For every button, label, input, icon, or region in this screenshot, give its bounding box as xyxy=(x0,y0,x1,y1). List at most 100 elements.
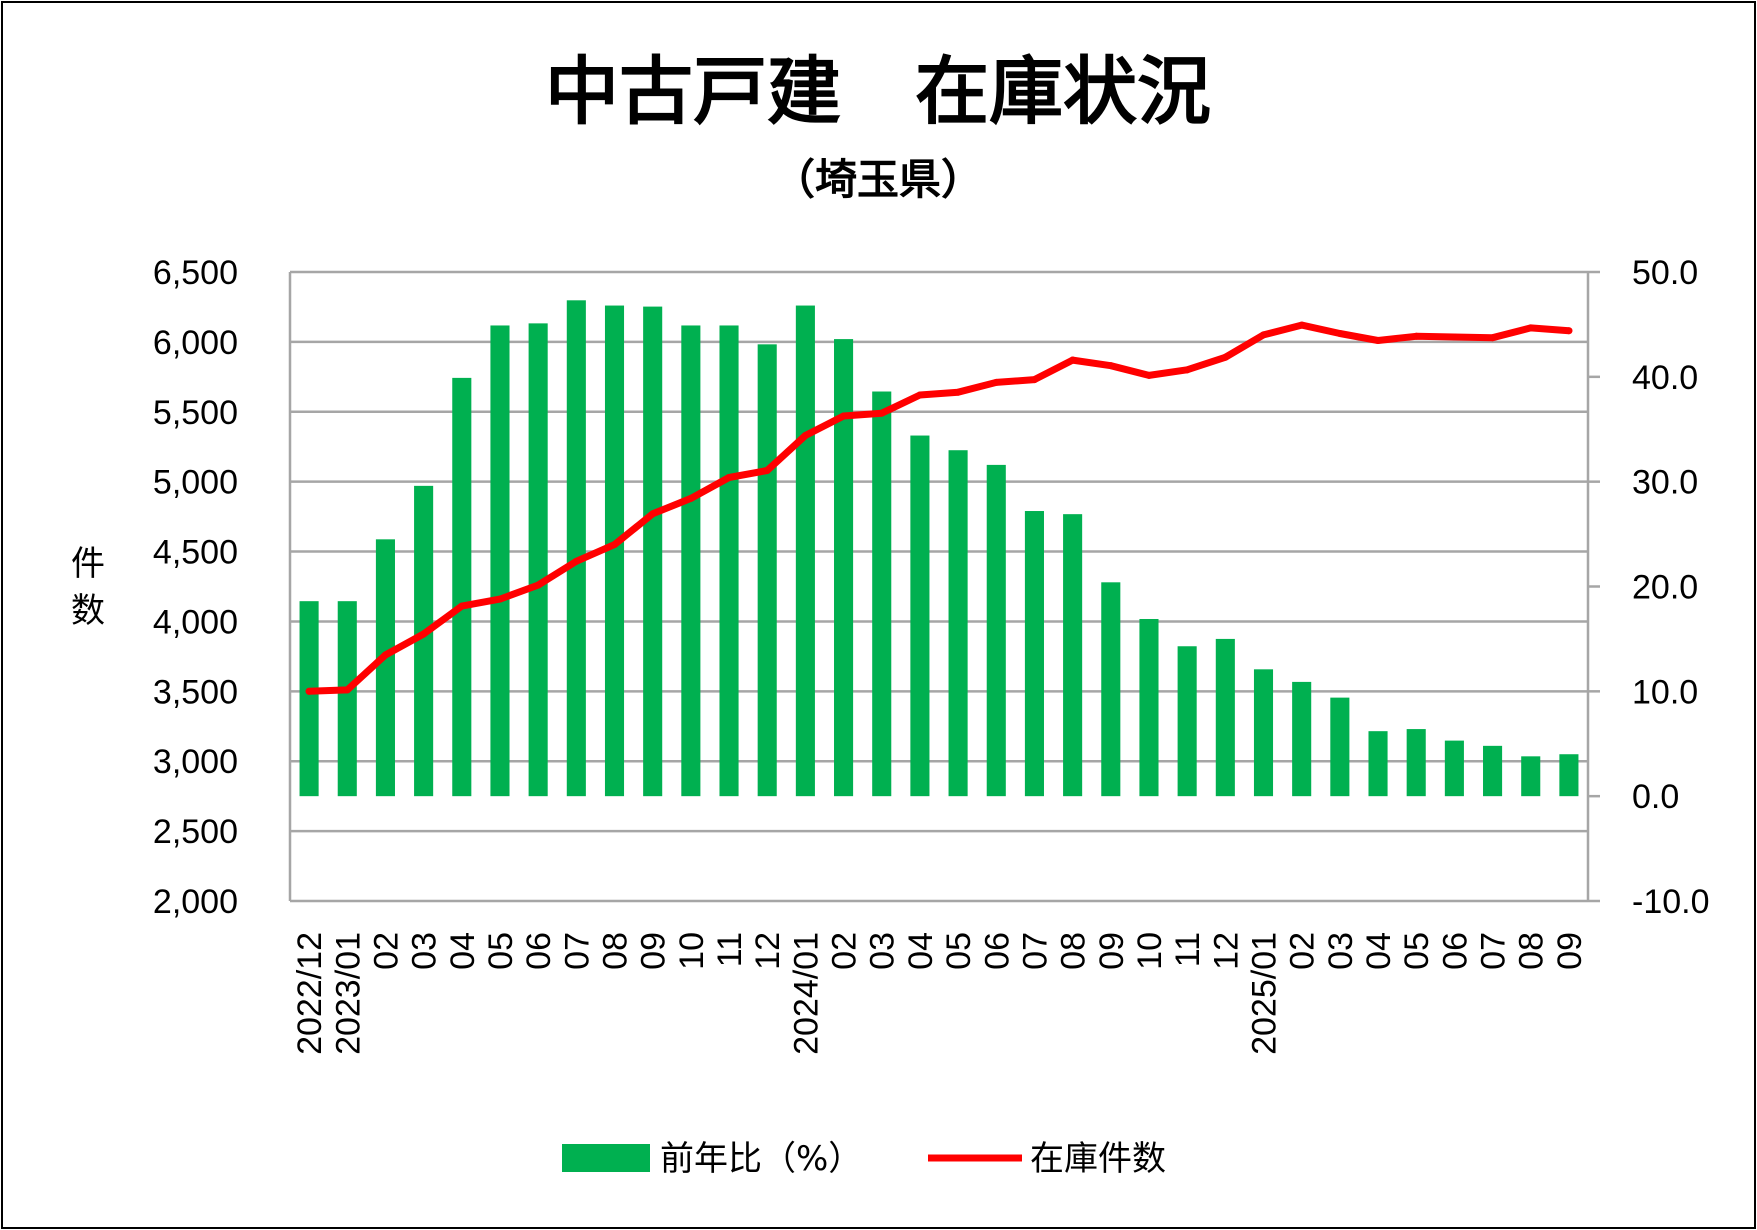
x-tick-label-24: 12 xyxy=(1207,932,1245,970)
line-point-27 xyxy=(1336,330,1344,338)
bar-29 xyxy=(1406,729,1426,797)
left-tick-label-6: 5,000 xyxy=(153,464,238,502)
bar-10 xyxy=(681,325,701,797)
bar-4 xyxy=(452,377,472,797)
right-tick-label-4: 30.0 xyxy=(1632,464,1698,502)
line-point-31 xyxy=(1489,334,1497,342)
x-tick-label-14: 02 xyxy=(826,932,864,970)
line-point-22 xyxy=(1145,371,1153,379)
x-tick-label-20: 08 xyxy=(1055,932,1093,970)
x-tick-label-26: 02 xyxy=(1284,932,1322,970)
bar-13 xyxy=(795,305,815,797)
x-tick-label-31: 07 xyxy=(1475,932,1513,970)
bar-series-yoy xyxy=(299,300,1579,797)
bar-14 xyxy=(834,339,854,797)
y-axis-label-char-2: 数 xyxy=(71,591,105,631)
bar-27 xyxy=(1330,697,1350,797)
line-point-6 xyxy=(534,581,542,589)
x-tick-label-6: 06 xyxy=(520,932,558,970)
bar-20 xyxy=(1063,514,1083,797)
line-point-32 xyxy=(1527,324,1535,332)
bar-25 xyxy=(1253,669,1274,797)
bar-22 xyxy=(1139,618,1159,797)
chart-subtitle: （埼玉県） xyxy=(773,155,983,204)
x-tick-label-5: 05 xyxy=(482,932,520,970)
x-tick-label-1: 2023/01 xyxy=(329,932,367,1055)
line-point-19 xyxy=(1030,376,1038,384)
line-point-5 xyxy=(496,595,504,603)
bar-1 xyxy=(337,601,357,797)
legend-label-inventory: 在庫件数 xyxy=(1030,1139,1166,1179)
x-tick-label-2: 02 xyxy=(367,932,405,970)
bar-3 xyxy=(414,485,434,797)
line-point-25 xyxy=(1260,331,1267,339)
bar-24 xyxy=(1215,638,1235,797)
right-tick-label-5: 40.0 xyxy=(1632,359,1698,397)
bar-23 xyxy=(1177,646,1197,797)
line-point-9 xyxy=(649,510,657,518)
line-point-0 xyxy=(305,687,313,695)
line-point-7 xyxy=(572,557,580,565)
left-axis-tick-labels: 2,000 2,500 3,000 3,500 4,000 4,500 5,000 5,500… xyxy=(153,254,238,921)
right-axis-tick-labels: -10.0 0.0 10.0 20.0 30.0 40.0 50.0 xyxy=(1632,254,1710,921)
right-tick-label-0: -10.0 xyxy=(1632,883,1710,921)
bar-6 xyxy=(528,323,548,797)
x-tick-label-0: 2022/12 xyxy=(291,932,329,1055)
x-tick-label-23: 11 xyxy=(1169,932,1207,967)
left-tick-label-1: 2,500 xyxy=(153,813,238,851)
line-series-inventory xyxy=(305,321,1573,695)
x-tick-label-3: 03 xyxy=(406,932,444,970)
bar-18 xyxy=(986,464,1006,797)
bar-21 xyxy=(1101,582,1121,797)
left-tick-label-0: 2,000 xyxy=(153,883,238,921)
bar-33 xyxy=(1559,754,1579,797)
x-tick-label-11: 11 xyxy=(711,932,749,967)
x-tick-label-21: 09 xyxy=(1093,932,1131,970)
x-tick-label-27: 03 xyxy=(1322,932,1360,970)
bar-30 xyxy=(1444,740,1464,797)
x-tick-label-22: 10 xyxy=(1131,932,1169,970)
bar-5 xyxy=(490,325,510,797)
left-tick-label-4: 4,000 xyxy=(153,603,238,641)
line-point-30 xyxy=(1450,333,1458,341)
bar-11 xyxy=(719,325,739,797)
x-tick-label-9: 09 xyxy=(635,932,673,970)
bar-31 xyxy=(1483,745,1503,797)
line-point-15 xyxy=(878,409,886,417)
line-point-33 xyxy=(1565,327,1573,335)
x-tick-label-8: 08 xyxy=(597,932,635,970)
x-tick-label-15: 03 xyxy=(864,932,902,970)
x-tick-label-19: 07 xyxy=(1016,932,1054,970)
x-tick-label-4: 04 xyxy=(444,932,482,970)
right-tick-label-2: 10.0 xyxy=(1632,673,1698,711)
right-tick-label-1: 0.0 xyxy=(1632,778,1679,816)
bar-16 xyxy=(910,435,930,797)
bar-26 xyxy=(1292,681,1312,797)
line-point-10 xyxy=(687,494,695,502)
x-tick-label-25: 2025/01 xyxy=(1246,932,1284,1055)
left-tick-label-7: 5,500 xyxy=(153,394,238,432)
right-tick-label-3: 20.0 xyxy=(1632,569,1698,607)
bar-15 xyxy=(872,391,892,797)
bar-28 xyxy=(1368,731,1388,797)
line-point-1 xyxy=(343,686,351,694)
bar-32 xyxy=(1521,756,1541,797)
bar-7 xyxy=(566,300,586,797)
chart-title: 中古戸建 在庫状況 xyxy=(545,49,1211,135)
x-tick-label-10: 10 xyxy=(673,932,711,970)
bar-19 xyxy=(1024,511,1044,797)
x-tick-label-30: 06 xyxy=(1436,932,1474,970)
bar-2 xyxy=(375,539,395,797)
line-point-18 xyxy=(992,378,1000,386)
line-point-20 xyxy=(1069,356,1077,364)
x-tick-label-28: 04 xyxy=(1360,932,1398,970)
gridlines xyxy=(290,270,1588,833)
line-point-2 xyxy=(381,651,389,659)
x-tick-label-17: 05 xyxy=(940,932,978,970)
legend: 前年比（%） 在庫件数 xyxy=(562,1139,1166,1179)
line-point-28 xyxy=(1374,336,1382,344)
y-axis-label-char-1: 件 xyxy=(71,544,105,584)
x-tick-label-18: 06 xyxy=(978,932,1016,970)
line-point-24 xyxy=(1221,353,1229,361)
